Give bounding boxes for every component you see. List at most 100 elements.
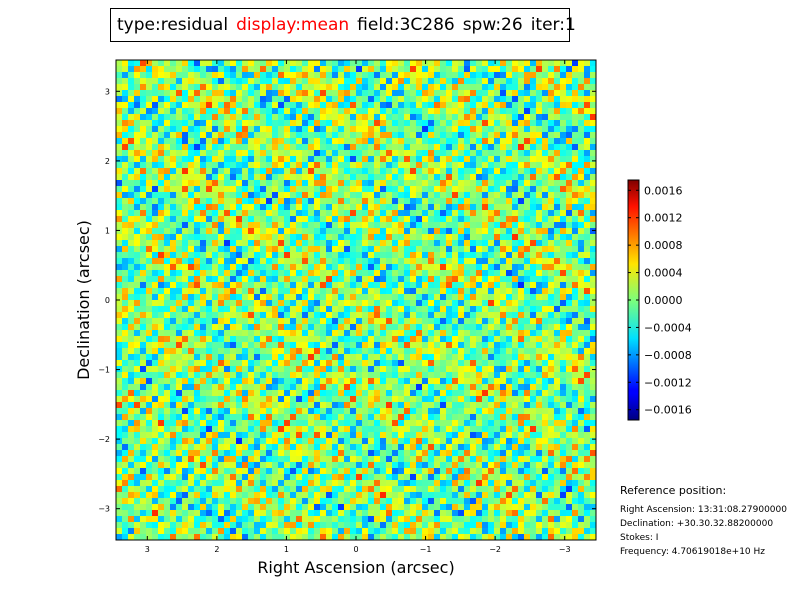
- heatmap-cell: [446, 132, 453, 139]
- heatmap-cell: [434, 264, 441, 271]
- heatmap-cell: [260, 450, 267, 457]
- heatmap-cell: [116, 60, 123, 67]
- heatmap-cell: [254, 384, 261, 391]
- heatmap-cell: [458, 396, 465, 403]
- heatmap-cell: [176, 468, 183, 475]
- heatmap-cell: [266, 132, 273, 139]
- heatmap-cell: [158, 366, 165, 373]
- heatmap-cell: [338, 444, 345, 451]
- heatmap-cell: [470, 450, 477, 457]
- heatmap-cell: [344, 96, 351, 103]
- heatmap-cell: [146, 420, 153, 427]
- heatmap-cell: [476, 258, 483, 265]
- heatmap-cell: [290, 162, 297, 169]
- heatmap-cell: [230, 276, 237, 283]
- heatmap-cell: [206, 420, 213, 427]
- heatmap-cell: [308, 144, 315, 151]
- heatmap-cell: [296, 366, 303, 373]
- heatmap-cell: [356, 444, 363, 451]
- heatmap-cell: [368, 102, 375, 109]
- heatmap-cell: [416, 498, 423, 505]
- heatmap-cell: [482, 486, 489, 493]
- heatmap-cell: [476, 456, 483, 463]
- heatmap-cell: [218, 456, 225, 463]
- heatmap-cell: [368, 78, 375, 85]
- heatmap-cell: [116, 294, 123, 301]
- heatmap-cell: [452, 312, 459, 319]
- heatmap-cell: [176, 66, 183, 73]
- heatmap-cell: [386, 426, 393, 433]
- heatmap-cell: [212, 342, 219, 349]
- heatmap-cell: [368, 444, 375, 451]
- heatmap-cell: [410, 156, 417, 163]
- heatmap-cell: [398, 522, 405, 529]
- heatmap-cell: [386, 270, 393, 277]
- heatmap-cell: [182, 486, 189, 493]
- heatmap-cell: [386, 384, 393, 391]
- heatmap-cell: [404, 234, 411, 241]
- heatmap-cell: [236, 222, 243, 229]
- heatmap-cell: [134, 120, 141, 127]
- heatmap-cell: [326, 222, 333, 229]
- heatmap-cell: [428, 486, 435, 493]
- heatmap-cell: [194, 396, 201, 403]
- heatmap-cell: [200, 252, 207, 259]
- heatmap-cell: [392, 348, 399, 355]
- heatmap-cell: [320, 144, 327, 151]
- heatmap-cell: [308, 162, 315, 169]
- heatmap-cell: [164, 138, 171, 145]
- heatmap-cell: [206, 414, 213, 421]
- heatmap-cell: [230, 468, 237, 475]
- heatmap-cell: [368, 330, 375, 337]
- heatmap-cell: [200, 324, 207, 331]
- heatmap-cell: [332, 450, 339, 457]
- heatmap-cell: [194, 264, 201, 271]
- heatmap-cell: [284, 498, 291, 505]
- heatmap-cell: [482, 438, 489, 445]
- heatmap-cell: [254, 444, 261, 451]
- heatmap-cell: [416, 198, 423, 205]
- heatmap-cell: [284, 438, 291, 445]
- heatmap-cell: [374, 252, 381, 259]
- heatmap-cell: [320, 498, 327, 505]
- heatmap-cell: [332, 486, 339, 493]
- heatmap-cell: [308, 222, 315, 229]
- heatmap-cell: [296, 198, 303, 205]
- heatmap-cell: [482, 330, 489, 337]
- heatmap-cell: [128, 252, 135, 259]
- heatmap-cell: [458, 246, 465, 253]
- heatmap-cell: [122, 210, 129, 217]
- heatmap-cell: [356, 300, 363, 307]
- heatmap-cell: [368, 246, 375, 253]
- heatmap-cell: [308, 150, 315, 157]
- heatmap-cell: [302, 396, 309, 403]
- heatmap-cell: [398, 504, 405, 511]
- heatmap-cell: [320, 300, 327, 307]
- heatmap-cell: [218, 486, 225, 493]
- heatmap-cell: [398, 528, 405, 535]
- heatmap-cell: [128, 426, 135, 433]
- heatmap-cell: [218, 264, 225, 271]
- heatmap-cell: [242, 294, 249, 301]
- heatmap-cell: [356, 396, 363, 403]
- heatmap-cell: [254, 402, 261, 409]
- heatmap-cell: [146, 390, 153, 397]
- heatmap-cell: [170, 144, 177, 151]
- heatmap-cell: [122, 312, 129, 319]
- heatmap-cell: [326, 336, 333, 343]
- heatmap-cell: [158, 480, 165, 487]
- heatmap-cell: [464, 366, 471, 373]
- heatmap-cell: [374, 258, 381, 265]
- heatmap-cell: [206, 144, 213, 151]
- heatmap-cell: [350, 108, 357, 115]
- heatmap-cell: [254, 120, 261, 127]
- heatmap-cell: [272, 534, 279, 540]
- heatmap-cell: [200, 210, 207, 217]
- heatmap-cell: [422, 486, 429, 493]
- heatmap-cell: [152, 348, 159, 355]
- heatmap-cell: [446, 456, 453, 463]
- heatmap-cell: [368, 474, 375, 481]
- heatmap-cell: [218, 462, 225, 469]
- heatmap-cell: [314, 402, 321, 409]
- heatmap-cell: [356, 318, 363, 325]
